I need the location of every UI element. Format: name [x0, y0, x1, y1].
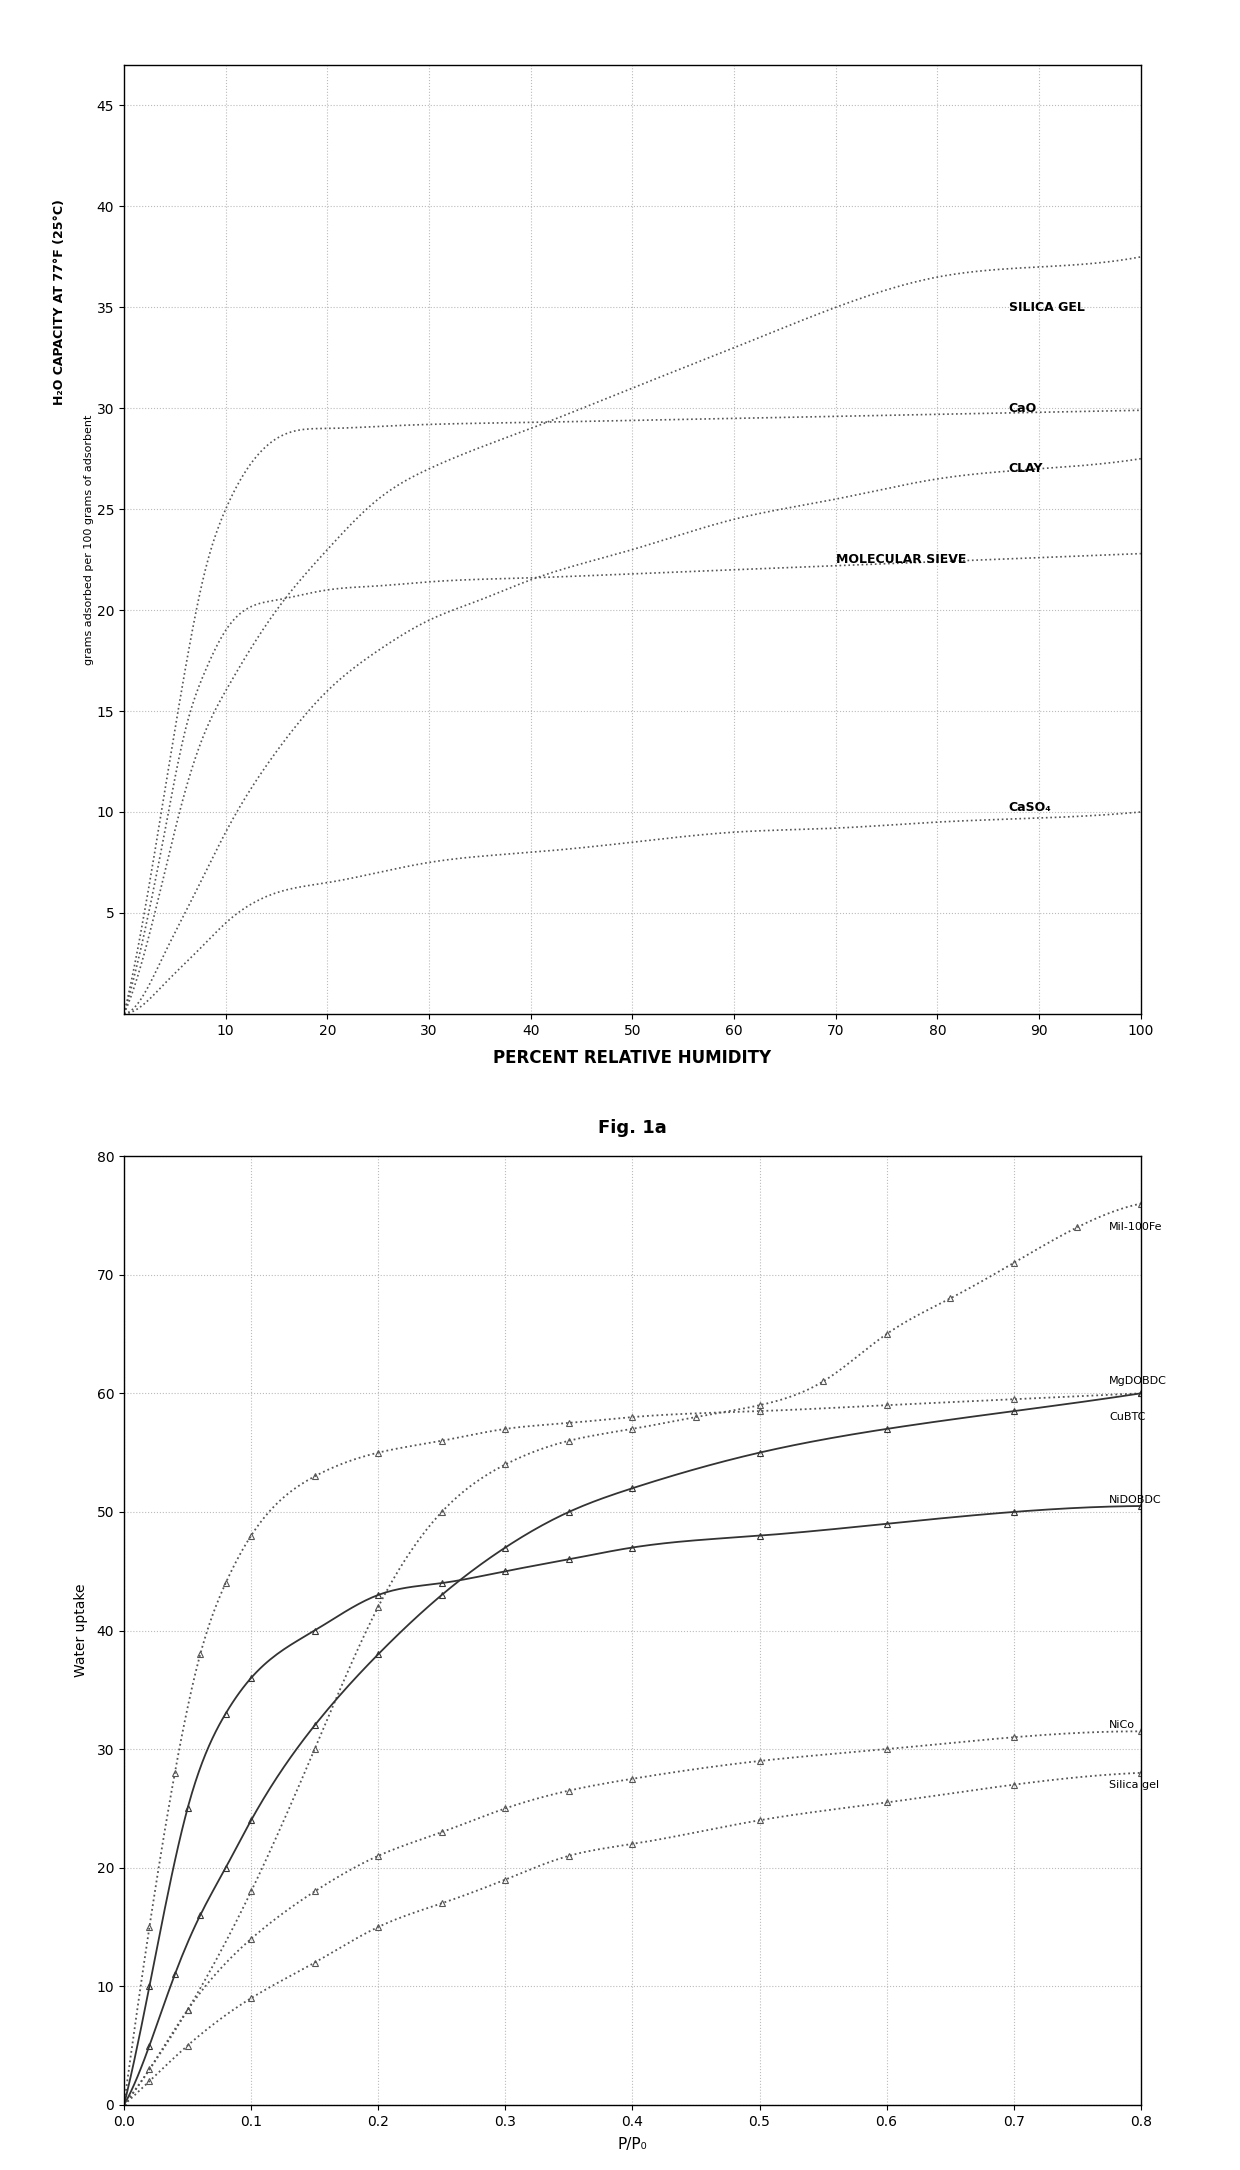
Text: NiDOBDC: NiDOBDC: [1109, 1495, 1162, 1506]
Text: CLAY: CLAY: [1008, 462, 1043, 475]
X-axis label: P/P₀: P/P₀: [618, 2137, 647, 2153]
Text: NiCo: NiCo: [1109, 1721, 1135, 1729]
Y-axis label: grams adsorbed per 100 grams of adsorbent: grams adsorbed per 100 grams of adsorben…: [84, 414, 94, 664]
Text: Silica gel: Silica gel: [1109, 1779, 1159, 1790]
Text: MOLECULAR SIEVE: MOLECULAR SIEVE: [836, 553, 966, 566]
Text: CaO: CaO: [1008, 401, 1037, 414]
Text: Fig. 1a: Fig. 1a: [598, 1120, 667, 1137]
Y-axis label: Water uptake: Water uptake: [74, 1584, 88, 1677]
Text: H₂O CAPACITY AT 77°F (25°C): H₂O CAPACITY AT 77°F (25°C): [53, 200, 66, 406]
Text: Mil-100Fe: Mil-100Fe: [1109, 1222, 1163, 1233]
Text: CaSO₄: CaSO₄: [1008, 801, 1052, 814]
X-axis label: PERCENT RELATIVE HUMIDITY: PERCENT RELATIVE HUMIDITY: [494, 1048, 771, 1068]
Text: MgDOBDC: MgDOBDC: [1109, 1376, 1167, 1387]
Text: SILICA GEL: SILICA GEL: [1008, 302, 1085, 315]
Text: CuBTC: CuBTC: [1109, 1413, 1146, 1421]
